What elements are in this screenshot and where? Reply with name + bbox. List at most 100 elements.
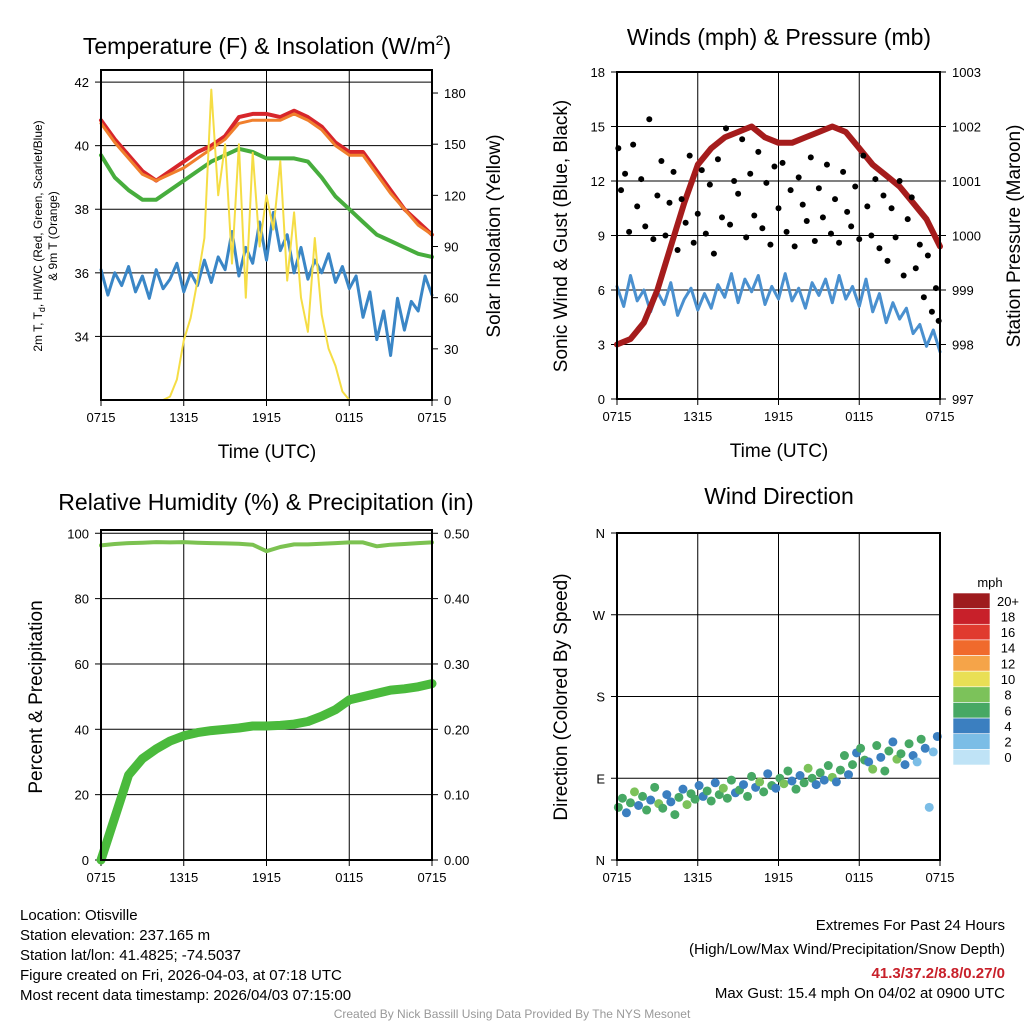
gust-point [739, 136, 746, 143]
direction-point [759, 787, 769, 797]
gust-point [791, 243, 798, 250]
x-tick-label: 0715 [603, 409, 632, 424]
gust-point [900, 272, 907, 279]
elevation-text: Station elevation: 237.165 m [20, 927, 211, 944]
direction-point [924, 802, 934, 812]
gust-point [932, 285, 939, 292]
x-tick-label: 1915 [252, 870, 281, 885]
y-tick-label: E [596, 771, 605, 786]
colorbar-swatch [952, 749, 991, 766]
direction-chart-title: Wind Direction [704, 483, 854, 509]
gust-point [698, 167, 705, 174]
gust-point [702, 230, 709, 237]
series-line-9m-t [99, 112, 434, 237]
gust-point [670, 168, 677, 175]
gust-point [880, 192, 887, 199]
direction-point [771, 783, 781, 793]
gust-point [650, 236, 657, 243]
credit-text: Created By Nick Bassill Using Data Provi… [333, 1007, 691, 1021]
direction-point [928, 747, 938, 757]
direction-point [831, 777, 841, 787]
direction-point [710, 778, 720, 788]
y2-tick-label: 90 [444, 240, 458, 255]
gust-point [827, 230, 834, 237]
y-tick-label: N [596, 526, 605, 541]
y2-tick-label: 150 [444, 137, 466, 152]
gust-point [735, 190, 742, 197]
gust-point [836, 239, 843, 246]
recent-text: Most recent data timestamp: 2026/04/03 0… [20, 987, 352, 1004]
gust-point [912, 265, 919, 272]
colorbar-label: 6 [1004, 703, 1011, 718]
direction-point [848, 760, 858, 770]
y2-tick-label: 999 [952, 283, 974, 298]
gust-point [714, 156, 721, 163]
x-tick-label: 0115 [335, 410, 363, 425]
created-text: Figure created on Fri, 2026-04-03, at 07… [20, 967, 342, 984]
y-tick-label: 12 [591, 174, 605, 189]
gust-point [626, 228, 633, 235]
direction-point [706, 796, 716, 806]
colorbar-swatch [952, 639, 991, 656]
colorbar-label: 0 [1004, 750, 1011, 765]
temp-y2-label: Solar Insolation (Yellow) [484, 134, 505, 337]
gust-point [654, 192, 661, 199]
gust-point [674, 247, 681, 254]
direction-point [678, 784, 688, 794]
direction-y-label: Direction (Colored By Speed) [551, 573, 572, 820]
x-tick-label: 1915 [252, 410, 281, 425]
direction-point [839, 751, 849, 761]
gust-point [710, 250, 717, 257]
y2-tick-label: 0.30 [444, 657, 469, 672]
direction-point [787, 776, 797, 786]
latlon-text: Station lat/lon: 41.4825; -74.5037 [20, 947, 242, 964]
x-tick-label: 0715 [418, 410, 447, 425]
gust-point [678, 196, 685, 203]
y2-tick-label: 998 [952, 338, 974, 353]
direction-point [666, 797, 676, 807]
direction-point [642, 805, 652, 815]
y-tick-label: 0 [598, 392, 605, 407]
rh-y-label: Percent & Precipitation [26, 600, 47, 793]
direction-point [884, 746, 894, 756]
direction-point [811, 780, 821, 790]
direction-point [662, 790, 672, 800]
gust-point [896, 178, 903, 184]
legend-title: mph [977, 575, 1002, 590]
gust-point [856, 236, 863, 243]
direction-point [702, 786, 712, 796]
gust-point [815, 185, 822, 192]
gust-point [872, 176, 879, 183]
y-tick-label: 100 [67, 526, 89, 541]
direction-point [791, 784, 801, 794]
gust-point [779, 159, 786, 166]
colorbar-swatch [952, 608, 991, 625]
extremes-box: Extremes For Past 24 Hours (High/Low/Max… [689, 916, 1005, 1004]
colorbar-label: 10 [1001, 672, 1015, 687]
y2-tick-label: 30 [444, 342, 458, 357]
gust-point [634, 203, 641, 210]
direction-point [896, 749, 906, 759]
x-tick-label: 0715 [87, 410, 116, 425]
colorbar-swatch [952, 670, 991, 688]
winds-y2-label: Station Pressure (Maroon) [1004, 125, 1024, 348]
y2-tick-label: 0.40 [444, 592, 469, 607]
y2-tick-label: 0.10 [444, 788, 469, 803]
temp-chart-title: Temperature (F) & Insolation (W/m2) [83, 32, 451, 59]
direction-point [819, 775, 829, 785]
y-tick-label: 36 [75, 266, 89, 281]
gust-point [767, 241, 774, 248]
direction-point [876, 752, 886, 762]
direction-point [650, 782, 660, 792]
gust-point [783, 228, 790, 235]
direction-point [779, 779, 789, 789]
winds-y-label: Sonic Wind & Gust (Blue, Black) [551, 100, 572, 372]
extremes-subtitle: (High/Low/Max Wind/Precipitation/Snow De… [689, 941, 1005, 958]
winds-plot: 0715 1315 1915 0115 0715 0 3 6 9 12 15 18 997 998 999 1… [591, 65, 981, 424]
gust-point [723, 125, 730, 132]
direction-point [856, 743, 866, 753]
gust-point [646, 116, 653, 123]
colorbar-label: 18 [1001, 609, 1015, 624]
gust-point [666, 199, 673, 206]
